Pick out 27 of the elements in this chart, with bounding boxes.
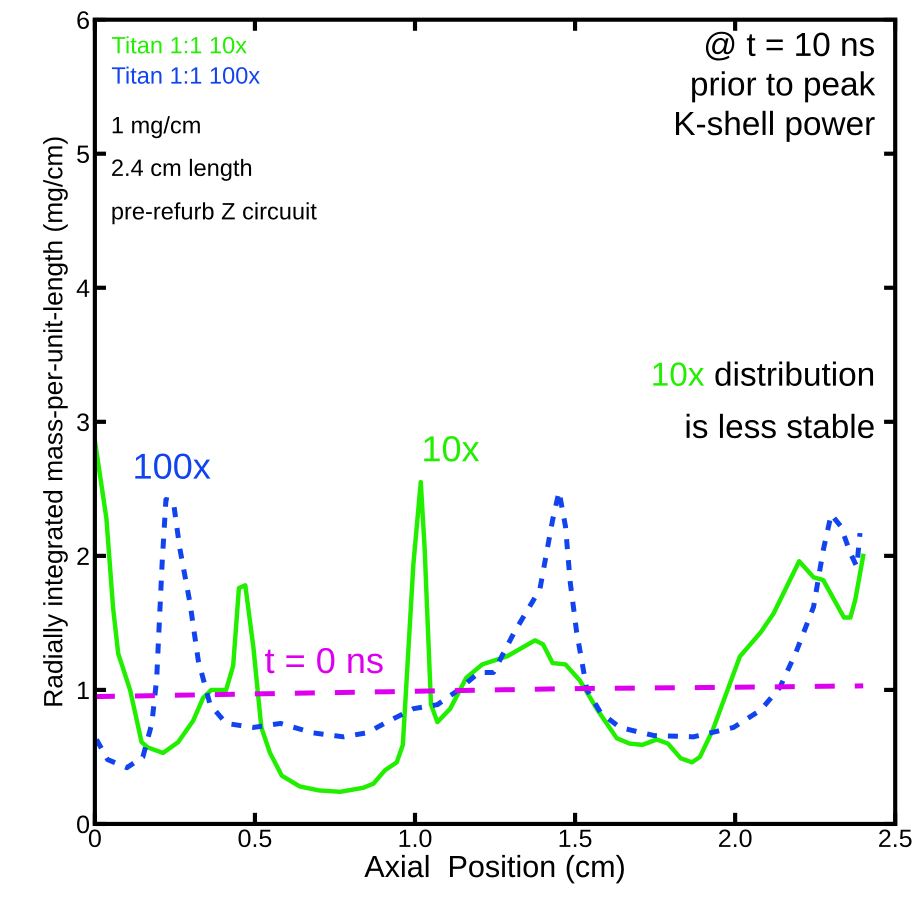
- x-tick-label: 0: [88, 829, 101, 848]
- x-tick-label: 0.5: [238, 829, 272, 848]
- x-tick-label: 2.5: [879, 829, 912, 848]
- y-tick-label: 0: [77, 816, 90, 834]
- annotation: 100x: [135, 453, 210, 480]
- annotation: 2.4 cm length: [112, 158, 252, 181]
- x-tick-label: 2.0: [719, 829, 752, 848]
- text: Titan 1:1 100x: [112, 66, 260, 84]
- x-tick-label: 1.0: [400, 829, 432, 848]
- annotation: pre-refurb Z circuuit: [112, 202, 317, 224]
- series-label: t = 0 ns: [265, 648, 383, 674]
- y-tick-label: 4: [76, 280, 90, 297]
- annotation: 10x: [653, 362, 704, 386]
- x-axis-title: Axial Position (cm): [364, 854, 624, 884]
- y-tick-label: 1: [78, 682, 89, 699]
- annotation: @ t = 10 ns prior to peak K-shell power: [676, 32, 876, 142]
- y-tick-label: 2: [77, 547, 89, 565]
- annotation: 10x: [424, 436, 480, 462]
- annotation: is less stable: [686, 414, 874, 438]
- text: Titan 1:1 10x: [112, 36, 247, 54]
- x-tick-label: 1.5: [560, 830, 592, 848]
- annotation: distribution: [715, 361, 874, 386]
- y-tick-label: 3: [77, 413, 89, 432]
- y-tick-label: 5: [77, 146, 89, 164]
- annotation: 1 mg/cm: [112, 116, 200, 138]
- y-axis-title: Radially integrated mass-per-unit-length (mg/cm): [43, 137, 68, 706]
- y-tick-label: 6: [77, 11, 89, 29]
